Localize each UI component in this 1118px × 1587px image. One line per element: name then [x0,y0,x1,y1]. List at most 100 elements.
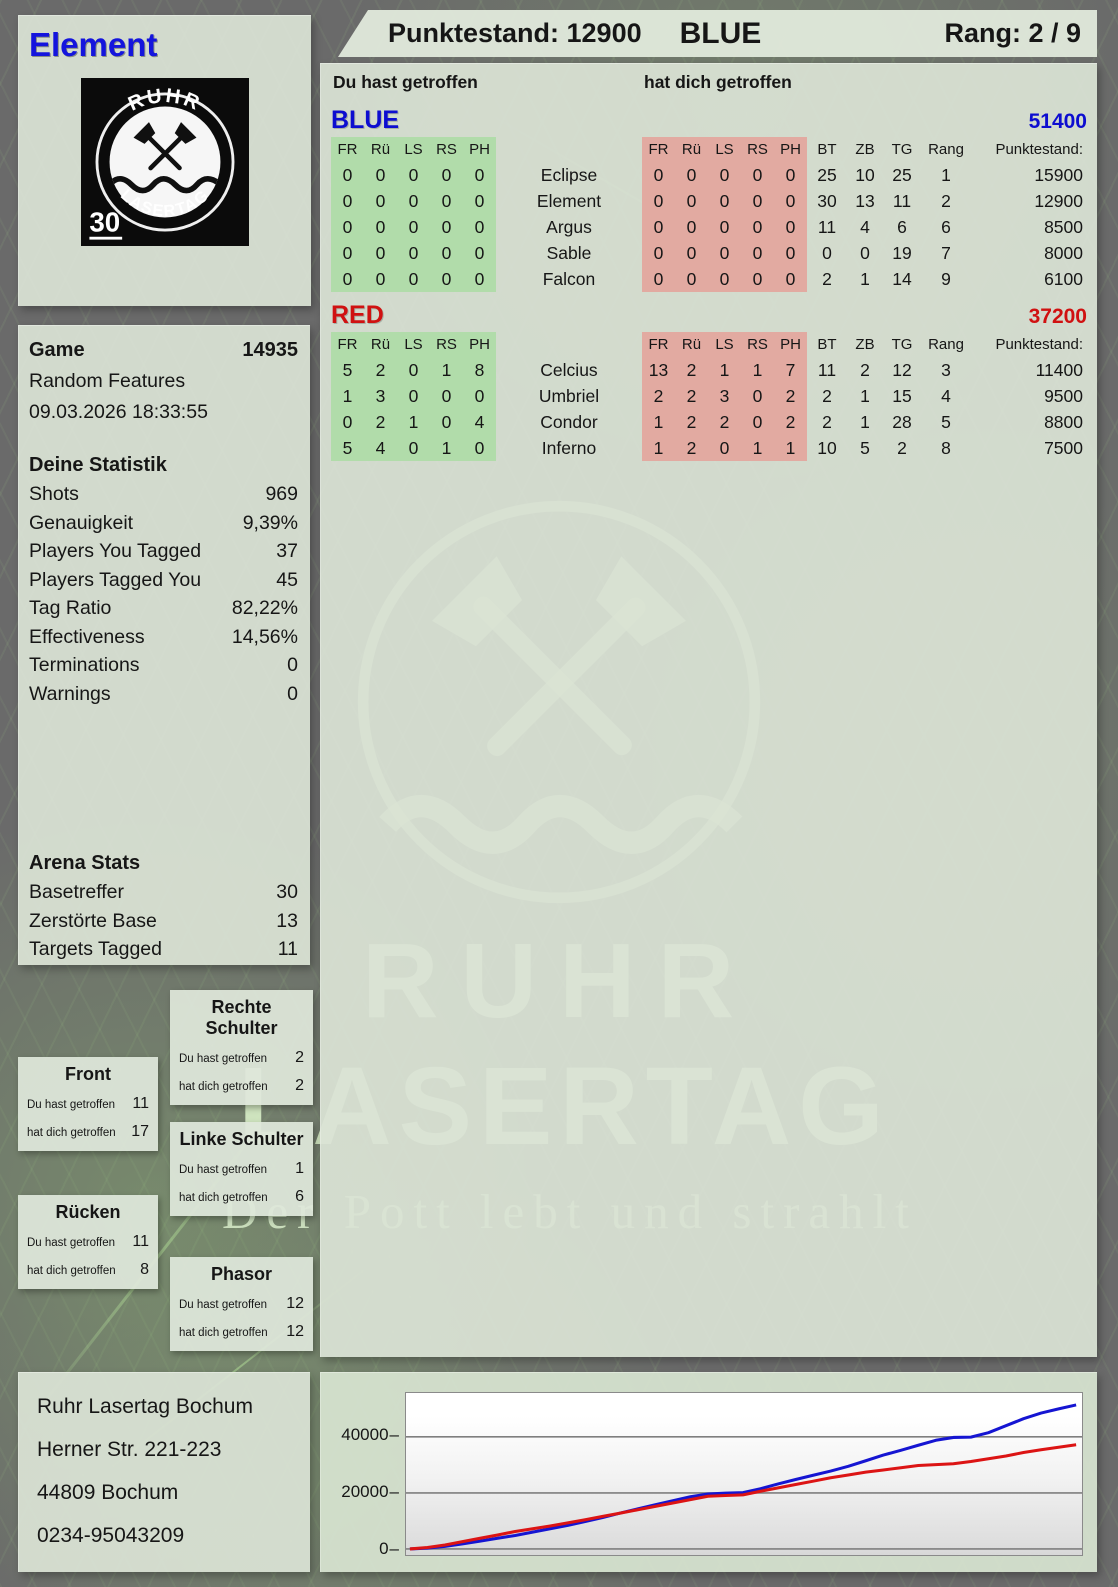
hits-given-cell: 0 [331,266,364,292]
hits-given-cell: 0 [364,240,397,266]
hits-given-cell: 0 [430,162,463,188]
hits-taken-cell: 2 [642,383,675,409]
stat-cell: 11 [817,216,837,237]
header-punktestand: Punktestand: 12900 [388,18,642,48]
body-part-box: Front Du hast getroffen 11 hat dich getroff… [18,1057,158,1151]
hits-given-cell: 0 [331,188,364,214]
score-chart-panel: 0 20000 40000 [320,1372,1097,1572]
body-part-box: Rechte Schulter Du hast getroffen 2 hat dic… [170,990,313,1105]
hits-given-cell: 0 [463,240,496,266]
chart-y-tick-label: 0 [379,1539,399,1559]
hat-dich-getroffen-label: hat dich getroffen [644,72,792,92]
address-panel: Ruhr Lasertag Bochum Herner Str. 221-223 4… [18,1372,310,1572]
hits-taken-cell: 0 [642,188,675,214]
player-name-cell: Celcius [540,359,598,380]
header-team: BLUE [679,16,762,50]
hit-row: hat dich getroffen 17 [27,1123,149,1141]
hit-given-value: 11 [132,1095,149,1112]
hits-taken-cell: 0 [708,188,741,214]
column-header: FR [331,332,364,357]
punktestand-cell: 11400 [1035,359,1083,380]
hits-given-cell: 0 [397,240,430,266]
player-panel: Element RUHR LASERTAG 30 [18,15,311,306]
hits-given-cell: 0 [463,383,496,409]
column-header: Rü [675,137,708,162]
stat-cell: 3 [941,359,951,380]
hits-given-cell: 4 [364,435,397,461]
stat-value: 30 [276,881,298,903]
hits-taken-cell: 2 [675,435,708,461]
score-chart: 0 20000 40000 [335,1387,1083,1559]
score-chart-svg [406,1403,1082,1551]
stat-cell: 2 [822,268,832,289]
name-column-header [496,332,642,357]
hits-given-cell: 0 [397,162,430,188]
stat-row: Shots 969 [29,480,298,509]
stat-cell: 1 [941,164,951,185]
stat-cell: 14 [892,268,912,289]
player-row: 0 0 0 0 0 Sable 0 0 0 0 0 0 0 19 7 8000 [331,240,1087,266]
player-name-cell: Inferno [541,437,597,458]
body-part-boxes: Front Du hast getroffen 11 hat dich getroff… [18,963,313,1368]
hits-given-cell: 1 [331,383,364,409]
player-row: 5 4 0 1 0 Inferno 1 2 0 1 1 10 5 2 8 7500 [331,435,1087,461]
deine-statistik-rows: Shots 969 Genauigkeit 9,39% Players You Tagg… [29,480,298,708]
hits-taken-cell: 1 [741,435,774,461]
stat-row: Effectiveness 14,56% [29,623,298,652]
stat-value: 11 [277,938,298,960]
page-title: Element [29,26,158,63]
column-header: PH [463,332,496,357]
stat-cell: 25 [817,164,837,185]
player-row: 0 0 0 0 0 Argus 0 0 0 0 0 11 4 6 6 8500 [331,214,1087,240]
hits-given-cell: 0 [397,383,430,409]
player-name-cell: Argus [546,216,592,237]
team-name: RED [331,301,384,329]
column-header: BT [817,336,837,353]
hits-taken-cell: 3 [708,383,741,409]
column-header: ZB [855,336,875,353]
column-header: PH [463,137,496,162]
player-row: 0 0 0 0 0 Element 0 0 0 0 0 30 13 11 2 12900 [331,188,1087,214]
hits-taken-cell: 0 [774,266,807,292]
hits-given-cell: 0 [430,383,463,409]
hit-taken-value: 6 [295,1188,304,1205]
stat-label: Shots [29,483,79,505]
body-part-title: Rücken [55,1202,121,1222]
hits-taken-cell: 0 [741,240,774,266]
stat-cell: 2 [822,411,832,432]
stat-cell: 9 [941,268,951,289]
hits-given-cell: 0 [331,409,364,435]
hits-given-cell: 0 [397,266,430,292]
stat-cell: 13 [855,190,875,211]
game-datetime: 09.03.2026 18:33:55 [29,401,208,423]
stat-label: Targets Tagged [29,938,162,960]
stat-label: Genauigkeit [29,511,134,534]
column-header: Punktestand: [995,336,1083,353]
hits-given-cell: 1 [430,435,463,461]
column-header: Rang [928,336,964,353]
hit-given-label: Du hast getroffen [27,1237,116,1249]
stat-row: Basetreffer 30 [29,878,298,907]
stat-cell: 1 [860,268,870,289]
punktestand-cell: 8800 [1044,411,1083,432]
hits-taken-cell: 0 [642,266,675,292]
hits-column-headers: Du hast getroffen hat dich getroffen [331,72,1087,104]
hits-given-cell: 2 [364,357,397,383]
team-block-blue: BLUE 51400 FR Rü LS RS PH FR Rü LS RS PH BT ZB TG Rang P… [331,106,1087,292]
hits-taken-cell: 1 [774,435,807,461]
stat-row: Targets Tagged 11 [29,935,298,964]
column-header: TG [891,141,913,158]
body-part-title: Phasor [210,1264,273,1284]
hits-given-cell: 1 [430,357,463,383]
hit-taken-value: 12 [286,1323,304,1340]
stat-cell: 0 [822,242,832,263]
body-part-box: Linke Schulter Du hast getroffen 1 hat dich… [170,1122,313,1216]
hits-taken-cell: 0 [642,240,675,266]
hits-taken-cell: 0 [741,266,774,292]
player-name-cell: Eclipse [540,164,598,185]
hits-given-cell: 5 [331,357,364,383]
stat-value: 13 [276,909,298,932]
hits-taken-cell: 1 [708,357,741,383]
stat-cell: 0 [860,242,870,263]
